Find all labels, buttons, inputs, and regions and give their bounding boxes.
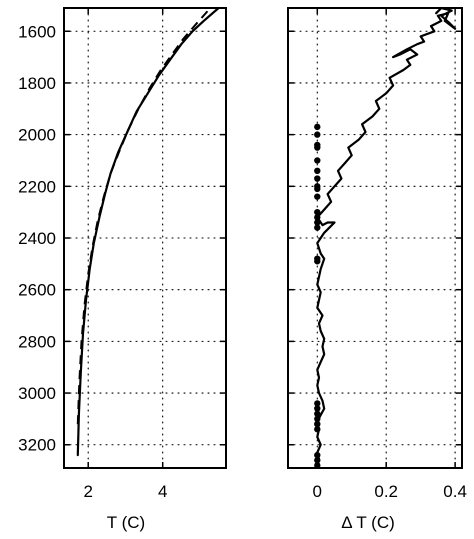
right-marker-point-0 bbox=[314, 123, 321, 131]
left-y-tick-label-5: 2600 bbox=[18, 281, 56, 300]
right-marker-point-11 bbox=[314, 214, 321, 221]
right-marker-point-4 bbox=[314, 157, 321, 164]
right-marker-point-13 bbox=[314, 224, 321, 231]
left-y-tick-label-6: 2800 bbox=[18, 332, 56, 351]
right-marker-point-22 bbox=[314, 451, 321, 459]
right-plot-frame bbox=[287, 7, 463, 469]
right-x-tick-label-2: 0.4 bbox=[443, 482, 467, 501]
right-marker-point-1 bbox=[314, 131, 321, 138]
right-marker-point-23 bbox=[314, 457, 321, 464]
right-marker-point-3 bbox=[314, 144, 321, 151]
left-plot-frame bbox=[63, 7, 227, 469]
temperature-panel: 2 4 1600 1800 2000 2200 2400 2600 2800 3000 3200 bbox=[18, 6, 227, 501]
right-x-tick-label-0: 0 bbox=[313, 482, 322, 501]
left-x-axis-label: T (C) bbox=[107, 513, 145, 532]
left-x-tick-label-0: 2 bbox=[83, 482, 92, 501]
right-marker-point-19 bbox=[314, 415, 321, 423]
right-marker-point-9 bbox=[314, 193, 321, 200]
left-y-tick-label-7: 3000 bbox=[18, 384, 56, 403]
right-marker-point-8 bbox=[314, 185, 321, 193]
left-series-line-solid bbox=[76, 6, 220, 457]
left-y-tick-label-8: 3200 bbox=[18, 436, 56, 455]
temperature-difference-panel: 0 0.2 0.4 bbox=[287, 6, 467, 501]
left-series-line-dashed bbox=[76, 8, 210, 425]
right-x-axis-label: Δ T (C) bbox=[341, 513, 395, 532]
right-marker-point-18 bbox=[314, 410, 321, 417]
right-marker-point-20 bbox=[314, 420, 321, 428]
left-y-tick-label-1: 1800 bbox=[18, 74, 56, 93]
right-marker-point-21 bbox=[314, 426, 321, 433]
right-marker-point-10 bbox=[314, 208, 321, 216]
right-marker-point-6 bbox=[314, 175, 321, 182]
left-y-tick-label-4: 2400 bbox=[18, 229, 56, 248]
left-y-tick-label-0: 1600 bbox=[18, 22, 56, 41]
left-y-tick-label-3: 2200 bbox=[18, 177, 56, 196]
right-marker-point-5 bbox=[314, 167, 321, 175]
right-marker-point-12 bbox=[314, 219, 321, 226]
right-marker-point-17 bbox=[314, 405, 321, 412]
right-series-line-solid bbox=[316, 6, 457, 467]
left-x-tick-label-1: 4 bbox=[158, 482, 167, 501]
right-x-tick-label-1: 0.2 bbox=[374, 482, 398, 501]
right-marker-point-15 bbox=[314, 258, 321, 265]
right-marker-point-16 bbox=[314, 400, 321, 407]
left-y-tick-label-2: 2000 bbox=[18, 126, 56, 145]
